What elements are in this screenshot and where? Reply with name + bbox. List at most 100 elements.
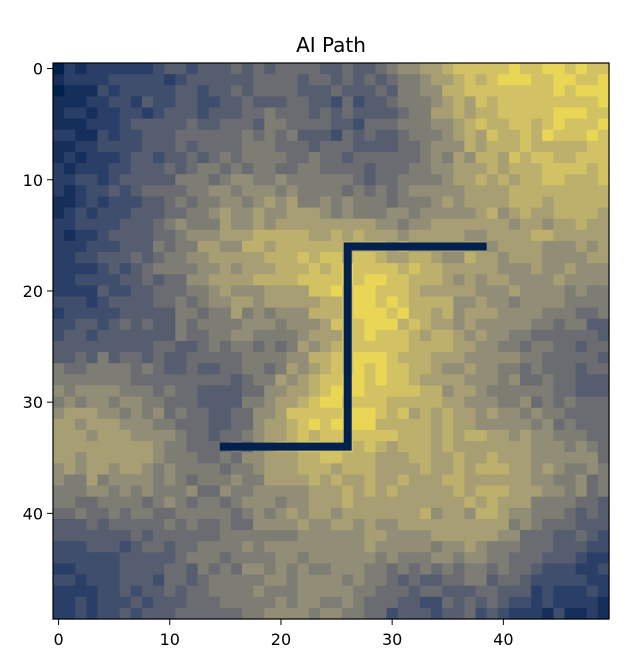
heatmap-cell — [108, 296, 121, 309]
heatmap-cell — [141, 563, 154, 576]
heatmap-cell — [597, 229, 610, 242]
heatmap-cell — [297, 541, 310, 553]
heatmap-cell — [175, 530, 188, 542]
heatmap-cell — [130, 285, 143, 298]
heatmap-cell — [308, 118, 321, 131]
heatmap-cell — [353, 574, 365, 587]
heatmap-cell — [275, 252, 288, 264]
heatmap-cell — [386, 474, 399, 487]
heatmap-cell — [475, 341, 488, 353]
heatmap-cell — [242, 263, 254, 275]
heatmap-cell — [264, 596, 276, 609]
heatmap-cell — [531, 552, 543, 564]
heatmap-cell — [141, 229, 154, 242]
heatmap-cell — [397, 607, 410, 620]
heatmap-cell — [286, 85, 299, 97]
heatmap-cell — [130, 118, 143, 131]
heatmap-cell — [108, 207, 121, 220]
heatmap-cell — [386, 363, 399, 375]
heatmap-cell — [586, 174, 599, 186]
heatmap-cell — [108, 463, 121, 476]
heatmap-cell — [453, 485, 466, 498]
heatmap-cell — [175, 507, 188, 520]
heatmap-cell — [186, 107, 199, 120]
heatmap-cell — [553, 151, 566, 164]
heatmap-cell — [453, 296, 466, 309]
heatmap-cell — [130, 363, 143, 375]
heatmap-cell — [586, 263, 599, 275]
heatmap-cell — [542, 285, 554, 298]
heatmap-cell — [520, 341, 532, 353]
heatmap-cell — [264, 207, 276, 220]
heatmap-cell — [431, 151, 443, 164]
heatmap-cell — [108, 418, 121, 431]
heatmap-cell — [86, 541, 99, 553]
heatmap-cell — [475, 263, 488, 275]
heatmap-cell — [520, 274, 532, 286]
heatmap-cell — [386, 207, 399, 220]
heatmap-cell — [486, 274, 499, 286]
heatmap-cell — [230, 307, 243, 320]
heatmap-cell — [64, 207, 76, 220]
heatmap-cell — [331, 151, 343, 164]
heatmap-cell — [64, 474, 76, 487]
heatmap-cell — [442, 574, 454, 587]
y-tick-label: 20 — [23, 282, 43, 301]
heatmap-cell — [408, 341, 421, 353]
heatmap-cell — [431, 296, 443, 309]
heatmap-cell — [397, 541, 410, 553]
heatmap-cell — [364, 496, 377, 509]
heatmap-cell — [375, 541, 388, 553]
heatmap-cell — [353, 385, 365, 398]
heatmap-cell — [575, 207, 588, 220]
heatmap-cell — [253, 530, 265, 542]
heatmap-cell — [208, 463, 221, 476]
heatmap-cell — [597, 74, 610, 86]
heatmap-cell — [197, 140, 210, 153]
heatmap-cell — [186, 463, 199, 476]
heatmap-cell — [319, 240, 332, 253]
heatmap-cell — [153, 151, 165, 164]
heatmap-cell — [453, 418, 466, 431]
heatmap-cell — [64, 129, 76, 142]
heatmap-cell — [375, 341, 388, 353]
heatmap-cell — [75, 341, 87, 353]
heatmap-cell — [364, 174, 377, 186]
heatmap-cell — [564, 240, 577, 253]
heatmap-cell — [431, 374, 443, 387]
heatmap-cell — [242, 574, 254, 587]
heatmap-cell — [53, 607, 65, 620]
heatmap-cell — [597, 518, 610, 531]
heatmap-cell — [520, 418, 532, 431]
heatmap-cell — [186, 96, 199, 109]
heatmap-cell — [486, 363, 499, 375]
heatmap-cell — [453, 463, 466, 476]
heatmap-cell — [130, 240, 143, 253]
heatmap-cell — [475, 596, 488, 609]
heatmap-cell — [597, 363, 610, 375]
heatmap-cell — [597, 196, 610, 209]
heatmap-cell — [297, 585, 310, 598]
heatmap-cell — [431, 185, 443, 198]
heatmap-cell — [564, 574, 577, 587]
heatmap-cell — [442, 229, 454, 242]
heatmap-cell — [219, 418, 232, 431]
heatmap-cell — [97, 552, 110, 564]
heatmap-cell — [408, 140, 421, 153]
heatmap-cell — [108, 107, 121, 120]
heatmap-cell — [342, 63, 354, 75]
heatmap-cell — [242, 218, 254, 231]
heatmap-cell — [141, 163, 154, 175]
heatmap-cell — [197, 385, 210, 398]
heatmap-cell — [520, 574, 532, 587]
heatmap-cell — [175, 418, 188, 431]
heatmap-cell — [342, 507, 354, 520]
heatmap-cell — [442, 285, 454, 298]
heatmap-cell — [64, 552, 76, 564]
heatmap-cell — [308, 274, 321, 286]
heatmap-cell — [97, 507, 110, 520]
heatmap-cell — [208, 352, 221, 364]
heatmap-cell — [586, 229, 599, 242]
heatmap-cell — [353, 74, 365, 86]
heatmap-cell — [564, 307, 577, 320]
